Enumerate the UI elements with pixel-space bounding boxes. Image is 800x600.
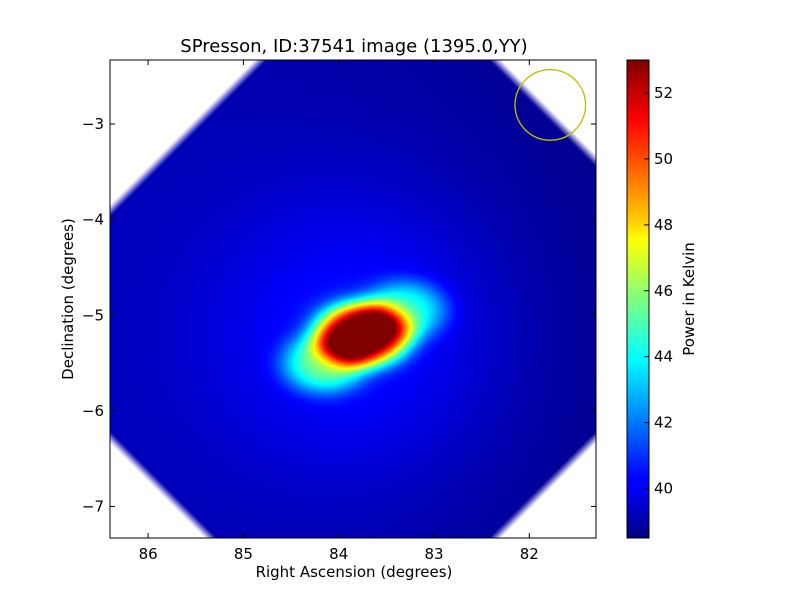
x-axis-label: Right Ascension (degrees) bbox=[256, 563, 453, 581]
y-axis-label: Declination (degrees) bbox=[59, 218, 77, 380]
colorbar-gradient bbox=[627, 60, 649, 538]
x-tick-label: 83 bbox=[424, 545, 443, 563]
heatmap-image bbox=[110, 60, 596, 538]
x-tick-label: 84 bbox=[329, 545, 348, 563]
colorbar-tick-label: 40 bbox=[654, 480, 673, 498]
beam-circle bbox=[514, 69, 587, 141]
colorbar-tick-label: 52 bbox=[654, 84, 673, 102]
colorbar: 40 42 44 46 48 50 52 Power in Kelvin bbox=[626, 59, 698, 539]
y-tick-label: −4 bbox=[82, 211, 104, 229]
colorbar-tick-label: 50 bbox=[654, 150, 673, 168]
colorbar-tick-label: 42 bbox=[654, 414, 673, 432]
colorbar-tick-label: 44 bbox=[654, 348, 673, 366]
y-tick-label: −5 bbox=[82, 306, 104, 324]
x-tick-label: 82 bbox=[520, 545, 539, 563]
y-axis: −3 −4 −5 −6 −7 bbox=[82, 115, 596, 515]
colorbar-ticks: 40 42 44 46 48 50 52 bbox=[644, 84, 673, 498]
y-tick-label: −3 bbox=[82, 115, 104, 133]
colorbar-tick-label: 46 bbox=[654, 282, 673, 300]
colorbar-label: Power in Kelvin bbox=[680, 242, 698, 356]
x-tick-label: 85 bbox=[234, 545, 253, 563]
colorbar-frame bbox=[626, 59, 650, 539]
y-tick-label: −7 bbox=[82, 497, 104, 515]
x-tick-label: 86 bbox=[139, 545, 158, 563]
axes-frame bbox=[109, 59, 597, 539]
chart-title: SPresson, ID:37541 image (1395.0,YY) bbox=[180, 36, 527, 57]
colorbar-tick-label: 48 bbox=[654, 216, 673, 234]
x-axis: 86 85 84 83 82 bbox=[139, 60, 539, 563]
y-tick-label: −6 bbox=[82, 402, 104, 420]
heatmap-plot bbox=[110, 60, 596, 538]
